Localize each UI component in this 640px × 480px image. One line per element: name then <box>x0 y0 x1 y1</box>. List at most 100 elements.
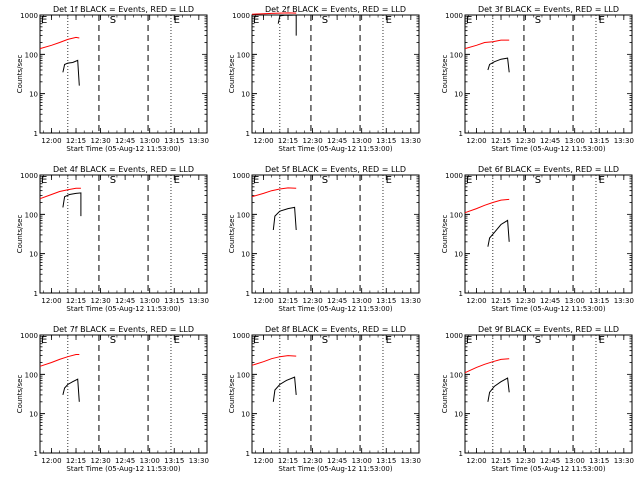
event-marker: E <box>41 15 47 26</box>
series-line <box>487 57 510 73</box>
y-tick-label: 1000 <box>232 332 250 340</box>
chart-title: Det 5f BLACK = Events, RED = LLD <box>265 165 406 174</box>
x-tick-label: 12:00 <box>253 297 273 305</box>
y-tick-label: 10 <box>29 251 38 259</box>
series-line <box>277 14 297 36</box>
x-tick-label: 12:30 <box>302 137 322 145</box>
y-axis-label: Counts/sec <box>441 215 449 254</box>
series-line <box>62 59 80 86</box>
chart-title: Det 2f BLACK = Events, RED = LLD <box>265 5 406 14</box>
x-tick-label: 12:00 <box>41 137 61 145</box>
x-tick-label: 12:30 <box>515 297 535 305</box>
event-marker: E <box>41 335 47 346</box>
y-tick-label: 10 <box>241 91 250 99</box>
x-tick-label: 12:30 <box>90 457 110 465</box>
y-axis-label: Counts/sec <box>441 375 449 414</box>
y-tick-label: 1000 <box>445 172 463 180</box>
y-tick-label: 100 <box>237 211 250 219</box>
x-tick-label: 12:00 <box>466 457 486 465</box>
plot-frame <box>39 14 208 134</box>
x-axis-label: Start Time (05-Aug-12 11:53:00) <box>278 305 392 313</box>
x-axis-label: Start Time (05-Aug-12 11:53:00) <box>491 305 605 313</box>
event-marker: E <box>386 15 392 26</box>
series-line <box>39 36 80 50</box>
x-tick-label: 12:00 <box>466 137 486 145</box>
x-tick-label: 12:15 <box>491 297 511 305</box>
y-tick-label: 100 <box>237 371 250 379</box>
chart-panel: Det 6f BLACK = Events, RED = LLD 1 10 100 10… <box>441 165 634 313</box>
x-tick-label: 12:45 <box>540 137 560 145</box>
chart-title: Det 9f BLACK = Events, RED = LLD <box>478 325 619 334</box>
event-marker: E <box>599 175 605 186</box>
x-tick-label: 12:45 <box>327 297 347 305</box>
x-tick-label: 12:15 <box>66 137 86 145</box>
series-line <box>464 358 510 374</box>
chart-panel: Det 2f BLACK = Events, RED = LLD 1 10 100 10… <box>228 5 421 153</box>
x-tick-label: 12:00 <box>466 297 486 305</box>
x-tick-label: 13:15 <box>164 457 184 465</box>
event-marker: S <box>535 175 541 186</box>
x-tick-label: 13:15 <box>164 297 184 305</box>
y-tick-label: 1 <box>459 130 463 138</box>
event-marker: S <box>535 335 541 346</box>
chart-panel: Det 7f BLACK = Events, RED = LLD 1 10 100 10… <box>16 325 209 473</box>
x-tick-label: 12:30 <box>302 457 322 465</box>
x-tick-label: 13:15 <box>589 297 609 305</box>
x-tick-label: 13:15 <box>376 297 396 305</box>
chart-title: Det 7f BLACK = Events, RED = LLD <box>53 325 194 334</box>
x-tick-label: 12:30 <box>515 137 535 145</box>
y-tick-label: 100 <box>450 211 463 219</box>
y-tick-label: 1000 <box>20 332 38 340</box>
x-tick-label: 12:15 <box>491 457 511 465</box>
plot-frame <box>39 174 208 294</box>
series-line <box>272 206 297 231</box>
x-tick-label: 13:15 <box>589 137 609 145</box>
y-tick-label: 1000 <box>20 12 38 20</box>
plot-frame <box>251 14 420 134</box>
event-marker: E <box>599 335 605 346</box>
x-tick-label: 13:00 <box>565 297 585 305</box>
y-tick-label: 1 <box>246 130 250 138</box>
chart-title: Det 6f BLACK = Events, RED = LLD <box>478 165 619 174</box>
x-tick-label: 13:30 <box>614 137 634 145</box>
x-tick-label: 13:15 <box>376 137 396 145</box>
series-line <box>62 192 82 217</box>
x-tick-label: 12:45 <box>540 457 560 465</box>
chart-title: Det 4f BLACK = Events, RED = LLD <box>53 165 194 174</box>
x-tick-label: 12:00 <box>41 457 61 465</box>
series-line <box>487 377 510 402</box>
y-tick-label: 100 <box>25 371 38 379</box>
x-tick-label: 12:30 <box>302 297 322 305</box>
x-tick-label: 13:00 <box>140 297 160 305</box>
x-tick-label: 13:15 <box>164 137 184 145</box>
y-tick-label: 10 <box>29 411 38 419</box>
y-tick-label: 1000 <box>445 12 463 20</box>
x-tick-label: 12:00 <box>253 457 273 465</box>
x-tick-label: 13:30 <box>189 297 209 305</box>
y-tick-label: 100 <box>25 211 38 219</box>
y-tick-label: 10 <box>454 411 463 419</box>
y-tick-label: 1 <box>34 130 38 138</box>
series-line <box>62 378 80 402</box>
x-tick-label: 12:15 <box>278 297 298 305</box>
x-tick-label: 13:00 <box>352 297 372 305</box>
x-tick-label: 13:30 <box>401 137 421 145</box>
chart-title: Det 8f BLACK = Events, RED = LLD <box>265 325 406 334</box>
y-axis-label: Counts/sec <box>16 215 24 254</box>
x-tick-label: 12:00 <box>253 137 273 145</box>
x-tick-label: 13:00 <box>140 137 160 145</box>
y-tick-label: 100 <box>237 51 250 59</box>
x-tick-label: 13:30 <box>401 457 421 465</box>
y-axis-label: Counts/sec <box>228 375 236 414</box>
x-tick-label: 12:15 <box>491 137 511 145</box>
x-tick-label: 13:30 <box>614 457 634 465</box>
plot-frame <box>39 334 208 454</box>
x-tick-label: 12:45 <box>540 297 560 305</box>
event-marker: S <box>322 335 328 346</box>
x-tick-label: 13:15 <box>589 457 609 465</box>
chart-panel: Det 3f BLACK = Events, RED = LLD 1 10 100 10… <box>441 5 634 153</box>
event-marker: E <box>41 175 47 186</box>
plot-frame <box>251 174 420 294</box>
y-axis-label: Counts/sec <box>228 215 236 254</box>
series-line <box>464 39 510 50</box>
